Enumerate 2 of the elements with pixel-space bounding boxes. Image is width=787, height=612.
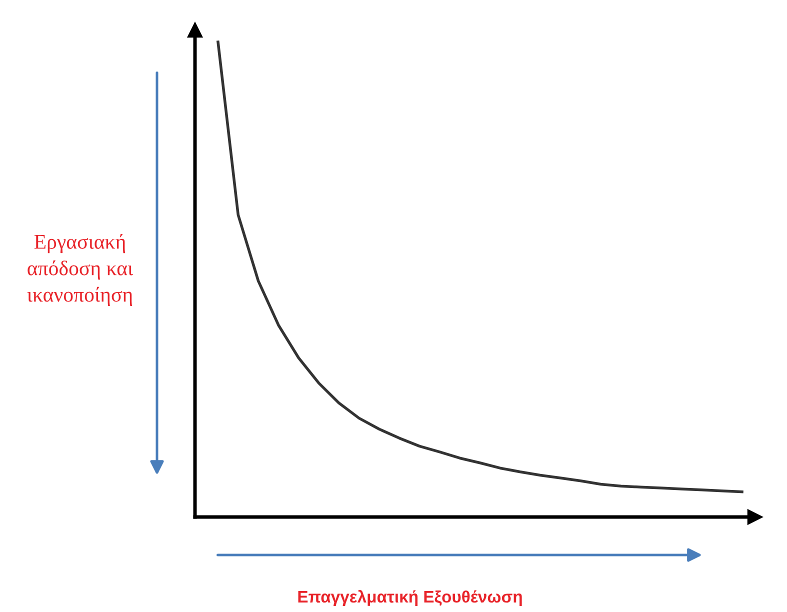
y-axis-title: Εργασιακή απόδοση και ικανοποίηση [27,234,134,306]
x-axis-title: Επαγγελματική Εξουθένωση [298,590,522,606]
